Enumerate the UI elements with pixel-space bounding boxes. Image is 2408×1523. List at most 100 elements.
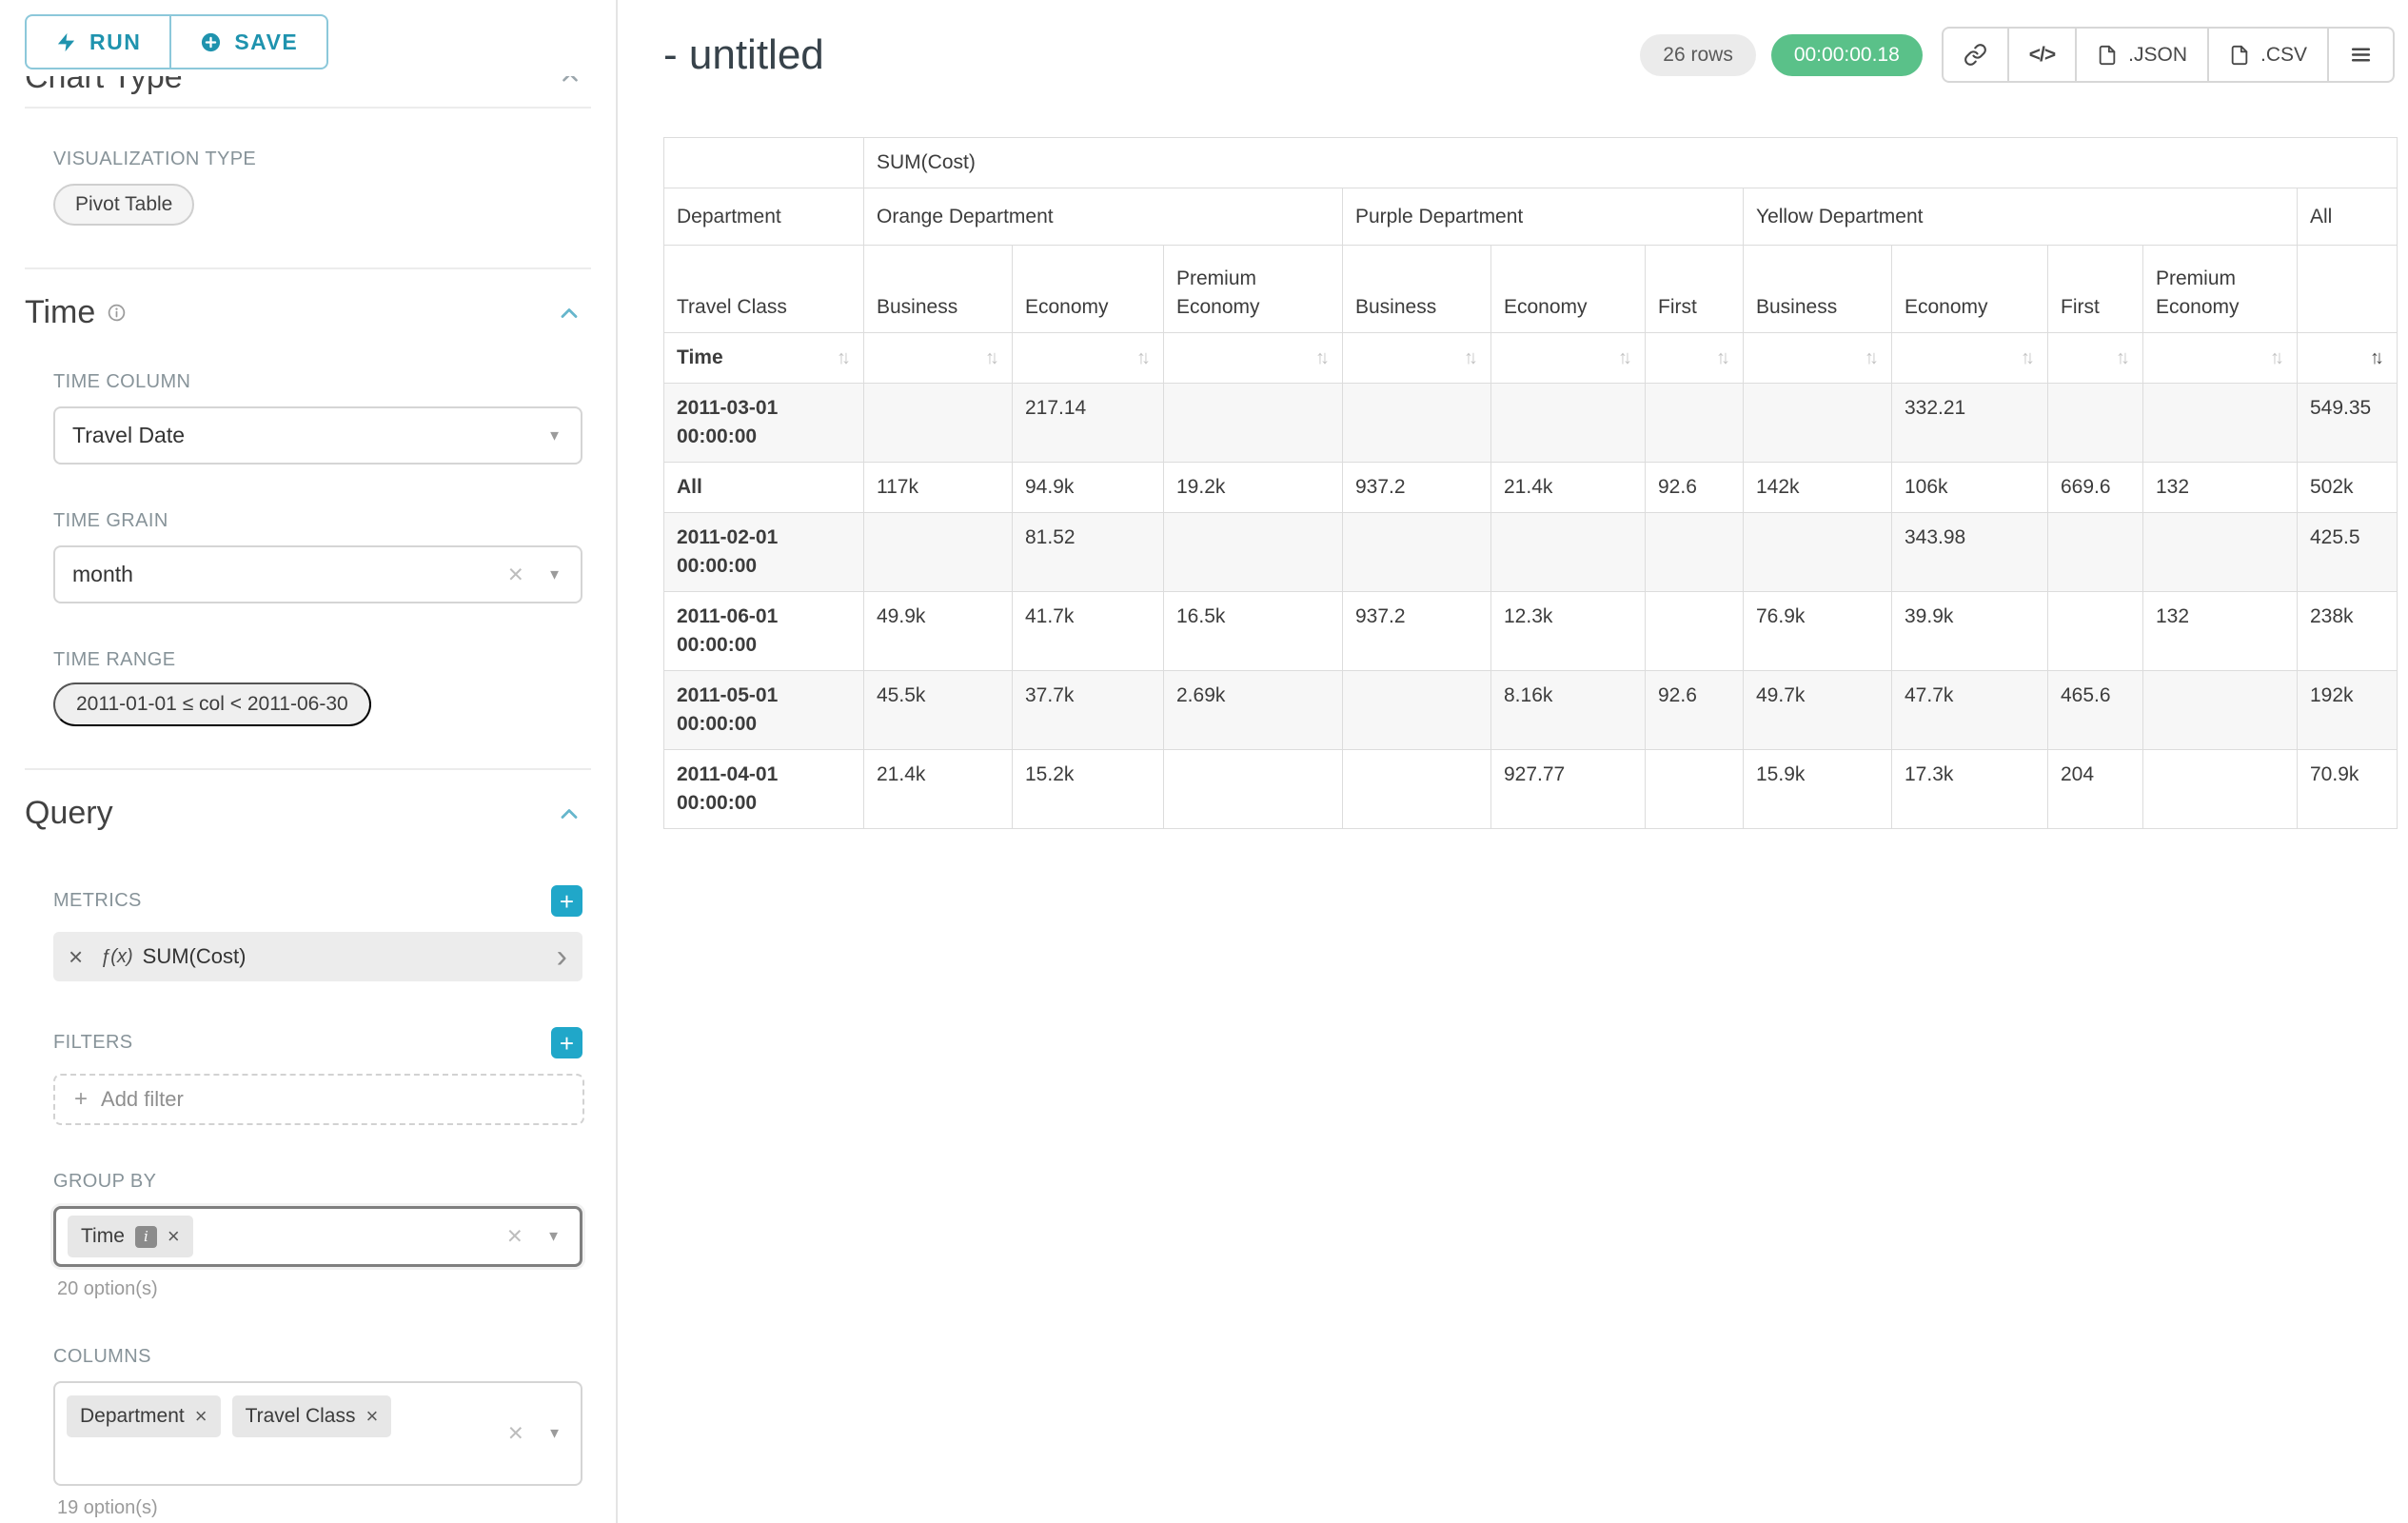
remove-tag-icon[interactable]: × — [366, 1406, 379, 1427]
pivot-value-cell: 937.2 — [1343, 463, 1491, 513]
pivot-row: All117k94.9k19.2k937.221.4k92.6142k106k6… — [664, 463, 2398, 513]
sort-icon[interactable]: ↑↓ — [1464, 344, 1478, 372]
sort-icon[interactable]: ↑↓ — [2116, 344, 2130, 372]
export-csv-label: .CSV — [2260, 44, 2307, 67]
pivot-row: 2011-02-01 00:00:0081.52343.98425.5 — [664, 513, 2398, 592]
add-metric-button[interactable]: + — [551, 885, 582, 917]
pivot-row: 2011-03-01 00:00:00217.14332.21549.35 — [664, 384, 2398, 463]
pivot-value-cell — [864, 513, 1013, 592]
export-csv-button[interactable]: .CSV — [2209, 27, 2329, 83]
pivot-value-cell: 12.3k — [1491, 592, 1646, 671]
sort-icon[interactable]: ↑↓ — [1315, 344, 1330, 372]
group-by-select[interactable]: Time i × × ▼ — [53, 1206, 582, 1267]
remove-metric-icon[interactable]: × — [69, 944, 83, 969]
pivot-travel-class-header: Premium Economy — [1164, 246, 1343, 333]
run-button[interactable]: RUN — [25, 14, 171, 69]
time-column-select[interactable]: Travel Date ▼ — [53, 406, 582, 465]
pivot-value-cell: 19.2k — [1164, 463, 1343, 513]
pivot-value-cell — [864, 384, 1013, 463]
pivot-value-cell: 92.6 — [1646, 463, 1744, 513]
pivot-department-header: Orange Department — [864, 188, 1343, 246]
pivot-travel-class-header: Premium Economy — [2143, 246, 2298, 333]
sort-descending-icon[interactable]: ↑↓ — [2370, 344, 2384, 372]
clear-icon[interactable]: × — [507, 1222, 523, 1249]
column-info-icon[interactable]: i — [135, 1226, 157, 1248]
remove-tag-icon[interactable]: × — [168, 1226, 180, 1247]
save-button[interactable]: SAVE — [169, 14, 328, 69]
query-section-title: Query — [25, 795, 113, 832]
sort-icon[interactable]: ↑↓ — [2270, 344, 2284, 372]
columns-select[interactable]: Department × Travel Class × × ▼ — [53, 1381, 582, 1486]
pivot-column-dimension-label: Travel Class — [664, 246, 864, 333]
group-by-options-hint: 20 option(s) — [57, 1278, 549, 1300]
sort-icon[interactable]: ↑↓ — [2021, 344, 2035, 372]
chevron-up-icon[interactable] — [558, 76, 582, 89]
add-filter-button[interactable]: + Add filter — [53, 1074, 584, 1125]
sort-icon[interactable]: ↑↓ — [1136, 344, 1151, 372]
clear-icon[interactable]: × — [508, 1419, 523, 1446]
time-grain-select[interactable]: month × ▼ — [53, 545, 582, 603]
export-json-button[interactable]: .JSON — [2077, 27, 2209, 83]
add-filter-label: Add filter — [101, 1087, 184, 1112]
metric-item[interactable]: × ƒ(x) SUM(Cost) › — [53, 932, 582, 981]
pivot-value-cell: 549.35 — [2298, 384, 2398, 463]
row-count-badge: 26 rows — [1640, 34, 1756, 76]
chevron-up-icon[interactable] — [556, 300, 582, 326]
columns-options-hint: 19 option(s) — [57, 1497, 549, 1519]
pivot-value-cell: 39.9k — [1892, 592, 2048, 671]
remove-tag-icon[interactable]: × — [195, 1406, 207, 1427]
plus-icon: + — [74, 1086, 88, 1113]
pivot-value-cell: 2.69k — [1164, 671, 1343, 750]
embed-code-button[interactable]: </> — [2009, 27, 2077, 83]
code-icon: </> — [2029, 44, 2055, 67]
pivot-table: SUM(Cost)DepartmentOrange DepartmentPurp… — [663, 137, 2398, 829]
menu-button[interactable] — [2329, 27, 2395, 83]
pivot-value-cell: 70.9k — [2298, 750, 2398, 829]
chevron-up-icon[interactable] — [556, 801, 582, 827]
sort-icon[interactable]: ↑↓ — [1716, 344, 1730, 372]
visualization-type-label: VISUALIZATION TYPE — [53, 148, 582, 170]
columns-label: COLUMNS — [53, 1346, 582, 1368]
pivot-value-cell — [1343, 671, 1491, 750]
pivot-value-cell: 343.98 — [1892, 513, 2048, 592]
columns-tag: Travel Class × — [232, 1395, 392, 1437]
time-section-title: Time — [25, 294, 95, 331]
sort-icon[interactable]: ↑↓ — [1865, 344, 1879, 372]
sort-icon[interactable]: ↑↓ — [1618, 344, 1632, 372]
pivot-corner-cell — [664, 138, 864, 188]
pivot-table-container: SUM(Cost)DepartmentOrange DepartmentPurp… — [663, 137, 2395, 829]
time-grain-label: TIME GRAIN — [53, 510, 582, 532]
pivot-department-header: Yellow Department — [1744, 188, 2298, 246]
pivot-value-cell — [1491, 513, 1646, 592]
chevron-right-icon: › — [557, 940, 567, 973]
pivot-value-cell: 238k — [2298, 592, 2398, 671]
filters-label: FILTERS — [53, 1032, 133, 1054]
pivot-department-header: All — [2298, 188, 2398, 246]
pivot-value-cell: 106k — [1892, 463, 2048, 513]
group-by-label: GROUP BY — [53, 1171, 582, 1193]
pivot-travel-class-header: Business — [1744, 246, 1892, 333]
group-by-tag: Time i × — [68, 1216, 193, 1257]
share-link-button[interactable] — [1942, 27, 2009, 83]
pivot-value-cell: 192k — [2298, 671, 2398, 750]
pivot-sort-cell: ↑↓ — [1164, 333, 1343, 384]
info-icon[interactable] — [107, 303, 127, 323]
visualization-type-pill[interactable]: Pivot Table — [53, 184, 194, 226]
pivot-value-cell: 49.9k — [864, 592, 1013, 671]
add-filter-plus-button[interactable]: + — [551, 1027, 582, 1058]
pivot-row-header: 2011-06-01 00:00:00 — [664, 592, 864, 671]
time-range-control[interactable]: 2011-01-01 ≤ col < 2011-06-30 — [53, 682, 371, 726]
sort-icon[interactable]: ↑↓ — [985, 344, 999, 372]
function-prefix: ƒ(x) — [100, 946, 132, 968]
caret-down-icon: ▼ — [547, 427, 562, 444]
pivot-value-cell — [1646, 592, 1744, 671]
explore-view: RUN SAVE Chart Type VISUALIZATION TYPE P… — [0, 0, 2408, 1523]
sort-icon[interactable]: ↑↓ — [837, 344, 851, 372]
pivot-value-cell: 204 — [2048, 750, 2143, 829]
chart-title[interactable]: - untitled — [663, 31, 824, 79]
pivot-value-cell: 47.7k — [1892, 671, 2048, 750]
save-button-label: SAVE — [234, 30, 298, 55]
control-panel-body: Chart Type VISUALIZATION TYPE Pivot Tabl… — [0, 76, 616, 1523]
pivot-sort-cell: ↑↓ — [2143, 333, 2298, 384]
clear-icon[interactable]: × — [508, 561, 523, 587]
